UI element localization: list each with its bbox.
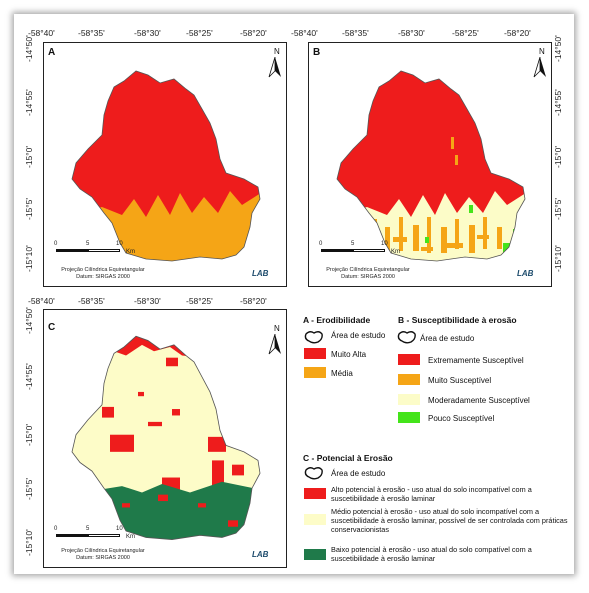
study-area-icon <box>304 331 323 344</box>
lon-tick: -58°35' <box>342 28 369 38</box>
scale-tick-0: 0 <box>319 241 323 247</box>
lon-tick: -58°40' <box>291 28 318 38</box>
scale-tick-10: 10 <box>116 241 123 247</box>
north-arrow-icon <box>533 57 546 78</box>
lab-logo: LAB <box>252 269 269 278</box>
lon-tick: -58°25' <box>186 28 213 38</box>
lon-tick: -58°40' <box>28 28 55 38</box>
north-label-b: N <box>539 47 545 56</box>
map-c <box>71 335 261 541</box>
legend-b-study-area: Área de estudo <box>420 334 475 343</box>
scale-bar-b <box>321 249 385 254</box>
legend-c-swatch-0 <box>304 488 326 499</box>
lat-tick: -15°10' <box>24 245 34 272</box>
legend-a-swatch-1 <box>304 367 326 378</box>
lat-tick: -14°55' <box>24 363 34 390</box>
projection-note-b: Projeção Cilíndrica Equiretangular Datum:… <box>326 267 410 280</box>
lon-tick: -58°20' <box>240 296 267 306</box>
legend-b-label-0: Extremamente Susceptível <box>428 356 524 365</box>
lon-tick: -58°30' <box>134 28 161 38</box>
legend-b-title: B - Susceptibilidade à erosão <box>398 315 517 325</box>
legend-b-swatch-1 <box>398 374 420 385</box>
scale-bar-a <box>56 249 120 254</box>
legend-c-label-1: Médio potencial à erosão - uso atual do … <box>331 507 568 534</box>
lab-logo: LAB <box>252 550 269 559</box>
lon-tick: -58°35' <box>78 296 105 306</box>
map-panel-b: B N 0 5 10 Km <box>308 42 552 287</box>
legend-c-swatch-2 <box>304 549 326 560</box>
legend-c-label-0: Alto potencial à erosão - uso atual do s… <box>331 485 532 503</box>
scale-unit: Km <box>126 534 135 540</box>
map-panel-a: A N 0 5 10 Km Projeção Cilíndrica Equire… <box>43 42 287 287</box>
study-area-icon <box>304 467 323 480</box>
lat-tick: -15°5' <box>24 477 34 500</box>
north-arrow-icon <box>268 57 281 78</box>
north-arrow-icon <box>268 334 281 355</box>
legend-c-label-2: Baixo potencial à erosão - uso atual do … <box>331 545 532 563</box>
panel-label-b: B <box>313 47 321 58</box>
legend-c-title: C - Potencial à Erosão <box>303 453 393 463</box>
legend-b-label-2: Moderadamente Susceptível <box>428 396 530 405</box>
lat-tick: -14°50' <box>553 35 563 62</box>
lat-ticks-c: -14°50' -14°55' -15°0' -15°5' -15°10' <box>24 307 42 562</box>
lat-tick: -15°0' <box>24 423 34 446</box>
lat-tick: -15°10' <box>553 245 563 272</box>
lat-tick: -14°55' <box>24 89 34 116</box>
projection-note-c: Projeção Cilíndrica Equiretangular Datum:… <box>61 548 145 561</box>
legend-b-label-3: Pouco Susceptível <box>428 414 495 423</box>
map-b <box>336 70 526 262</box>
lat-ticks-b: -14°50' -14°55' -15°0' -15°5' -15°10' <box>553 35 571 280</box>
legend-a-study-area: Área de estudo <box>331 331 386 340</box>
legend-b-label-1: Muito Susceptível <box>428 376 492 385</box>
scale-tick-5: 5 <box>351 241 355 247</box>
scale-tick-10: 10 <box>381 241 388 247</box>
legend-b-swatch-2 <box>398 394 420 405</box>
projection-note-a: Projeção Cilíndrica Equiretangular Datum:… <box>61 267 145 280</box>
study-area-icon <box>397 331 416 344</box>
scale-tick-10: 10 <box>116 526 123 532</box>
lat-tick: -15°10' <box>24 529 34 556</box>
lon-tick: -58°35' <box>78 28 105 38</box>
legend-a-title: A - Erodibilidade <box>303 315 371 325</box>
lon-tick: -58°25' <box>452 28 479 38</box>
lon-tick: -58°25' <box>186 296 213 306</box>
scale-tick-0: 0 <box>54 526 58 532</box>
lon-tick: -58°20' <box>240 28 267 38</box>
lat-tick: -15°0' <box>24 145 34 168</box>
lat-tick: -15°0' <box>553 145 563 168</box>
map-panel-c: C <box>43 309 287 568</box>
panel-label-a: A <box>48 47 56 58</box>
lat-tick: -15°5' <box>553 197 563 220</box>
lon-tick: -58°20' <box>504 28 531 38</box>
lat-tick: -14°50' <box>24 35 34 62</box>
north-label-c: N <box>274 324 280 333</box>
legend-a-label-0: Muito Alta <box>331 350 367 359</box>
scale-bar-c <box>56 534 120 539</box>
legend-c-swatch-1 <box>304 514 326 525</box>
lat-ticks-a: -14°50' -14°55' -15°0' -15°5' -15°10' <box>24 35 42 280</box>
lon-tick: -58°40' <box>28 296 55 306</box>
panel-label-c: C <box>48 322 56 333</box>
legend-a-label-1: Média <box>331 369 353 378</box>
lat-tick: -14°50' <box>24 307 34 334</box>
north-label-a: N <box>274 47 280 56</box>
map-a <box>71 70 261 262</box>
scale-tick-5: 5 <box>86 241 90 247</box>
lat-tick: -14°55' <box>553 89 563 116</box>
legend-b-swatch-0 <box>398 354 420 365</box>
legend-c-study-area: Área de estudo <box>331 469 386 478</box>
scale-tick-5: 5 <box>86 526 90 532</box>
lab-logo: LAB <box>517 269 534 278</box>
scale-unit: Km <box>126 249 135 255</box>
scale-tick-0: 0 <box>54 241 58 247</box>
legend-a-swatch-0 <box>304 348 326 359</box>
lat-tick: -15°5' <box>24 197 34 220</box>
scale-unit: Km <box>391 249 400 255</box>
lon-tick: -58°30' <box>134 296 161 306</box>
lon-tick: -58°30' <box>398 28 425 38</box>
legend-b-swatch-3 <box>398 412 420 423</box>
